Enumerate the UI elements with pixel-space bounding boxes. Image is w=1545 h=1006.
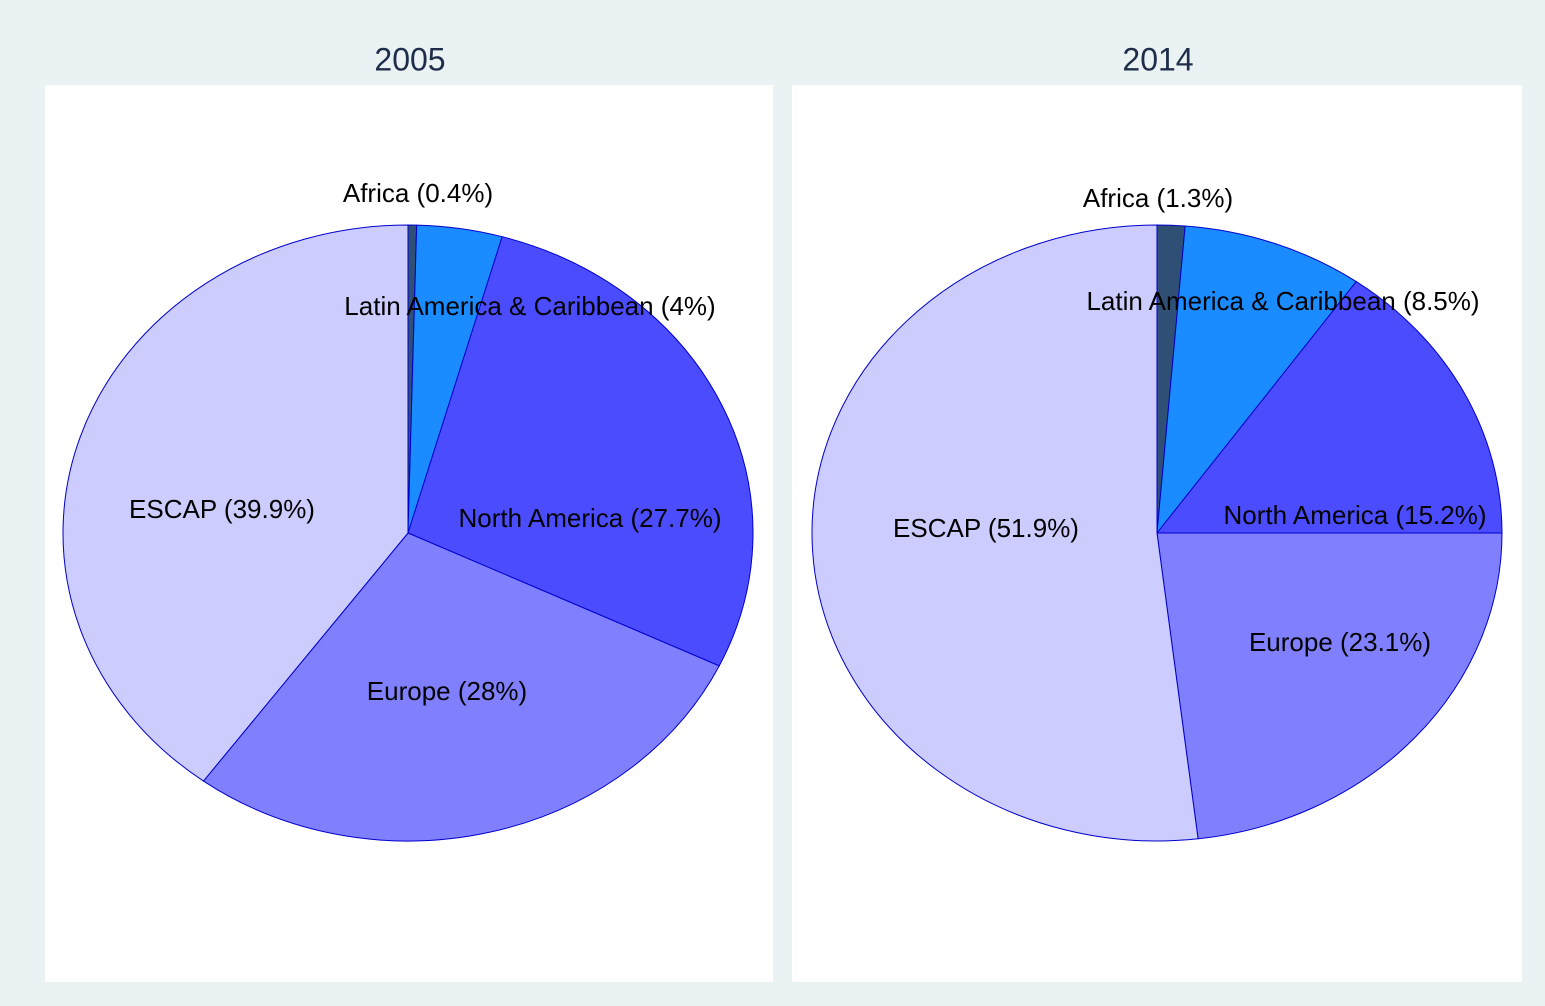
slice-label: North America (27.7%) bbox=[459, 503, 722, 533]
slice-label: ESCAP (39.9%) bbox=[129, 494, 315, 524]
pie-slice bbox=[62, 224, 409, 782]
slice-label: Africa (0.4%) bbox=[343, 178, 493, 208]
pie-slice bbox=[202, 532, 720, 842]
slice-label: Latin America & Caribbean (8.5%) bbox=[1086, 286, 1479, 316]
slice-label: Europe (23.1%) bbox=[1249, 627, 1431, 657]
slice-label: North America (15.2%) bbox=[1224, 500, 1487, 530]
chart-title: 2014 bbox=[1122, 41, 1193, 77]
pie-slice bbox=[1155, 280, 1503, 534]
slice-label: Latin America & Caribbean (4%) bbox=[344, 291, 715, 321]
slice-label: Europe (28%) bbox=[367, 676, 527, 706]
chart-title: 2005 bbox=[374, 41, 445, 77]
pie-slice bbox=[811, 224, 1199, 842]
pie-slice bbox=[1156, 225, 1357, 535]
slice-label: Africa (1.3%) bbox=[1083, 183, 1233, 213]
slice-label: ESCAP (51.9%) bbox=[893, 513, 1079, 543]
pie-slice bbox=[407, 236, 754, 667]
pie-slice bbox=[1156, 532, 1503, 840]
